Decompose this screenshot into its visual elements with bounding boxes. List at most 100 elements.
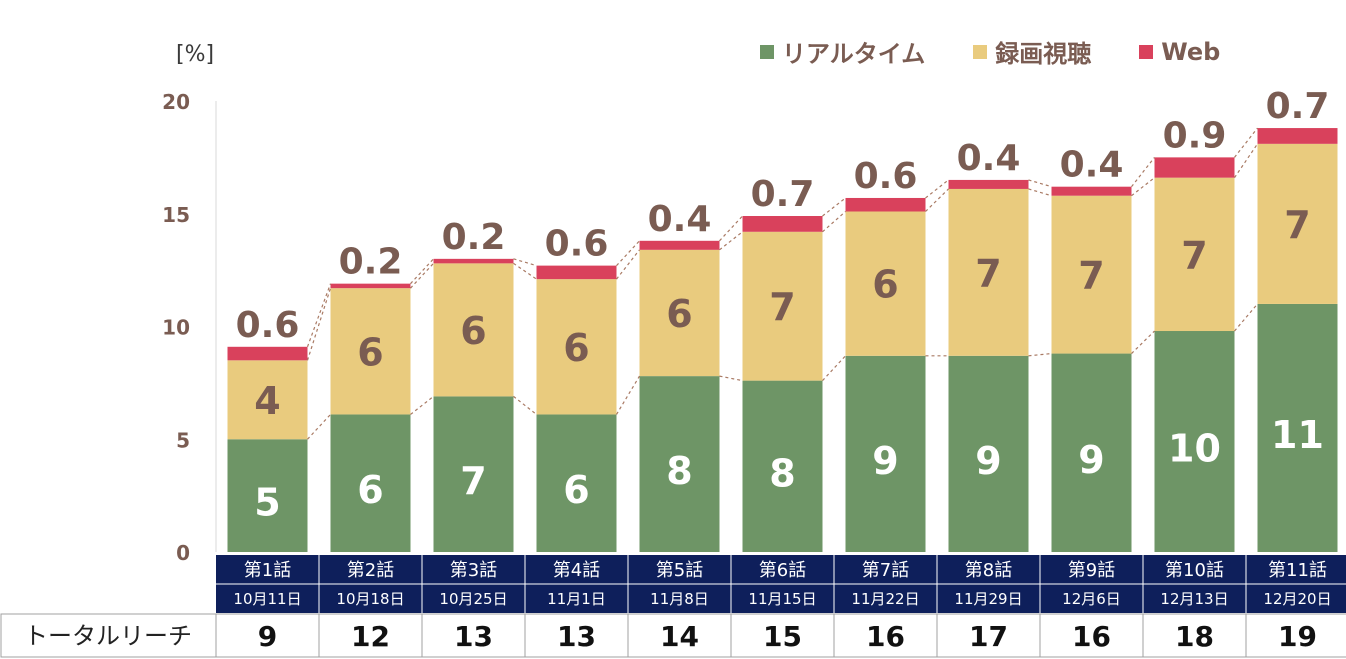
data-label-recorded: 6 [563, 326, 589, 370]
data-label-recorded: 7 [1284, 203, 1310, 247]
bar-segment-1 [1154, 177, 1235, 332]
bar-segment-2 [1154, 157, 1235, 178]
series-connector-line [1028, 352, 1052, 357]
air-date-label: 12月20日 [1263, 590, 1331, 608]
data-label-realtime: 6 [357, 468, 383, 512]
total-reach-value: 19 [1278, 620, 1317, 653]
legend-swatch-web [1139, 44, 1154, 59]
bar-segment-2 [1257, 128, 1338, 144]
series-connector-line [307, 414, 331, 440]
data-label-realtime: 9 [975, 439, 1001, 483]
total-reach-value: 13 [557, 620, 596, 653]
bar-segment-1 [948, 188, 1029, 356]
data-label-recorded: 7 [769, 285, 795, 329]
episode-label: 第2話 [347, 560, 394, 581]
y-tick-label: 0 [176, 541, 190, 565]
series-connector-line [513, 262, 537, 280]
y-tick-label: 5 [176, 428, 190, 452]
episode-label: 第5話 [656, 560, 703, 581]
bar-segment-1 [1257, 143, 1338, 304]
data-label-realtime: 9 [872, 439, 898, 483]
bar-segment-2 [330, 283, 411, 289]
bar-segment-0 [948, 355, 1029, 552]
bar-segment-1 [330, 288, 411, 415]
legend-label-realtime: リアルタイム [782, 40, 926, 68]
bar-segment-2 [948, 179, 1029, 189]
data-label-realtime: 5 [254, 481, 280, 525]
series-connector-line [1234, 127, 1258, 158]
data-label-recorded: 6 [460, 309, 486, 353]
y-tick-label: 15 [162, 203, 190, 227]
bar-segment-2 [536, 265, 617, 280]
episode-label: 第4話 [553, 560, 600, 581]
data-label-recorded: 4 [254, 379, 280, 423]
bar-segment-0 [845, 355, 926, 552]
bar-segment-1 [1051, 195, 1132, 354]
series-connector-line [306, 283, 332, 348]
bar-segment-1 [433, 263, 514, 397]
bar-segment-1 [639, 249, 720, 377]
air-date-label: 10月11日 [233, 590, 301, 608]
data-label-web: 0.2 [339, 242, 403, 283]
y-axis-unit-label: [%] [176, 42, 215, 67]
data-label-recorded: 6 [666, 292, 692, 336]
data-label-web: 0.6 [236, 305, 300, 346]
bar-segment-2 [1051, 186, 1132, 196]
total-reach-value: 18 [1175, 620, 1214, 653]
bar-segment-0 [536, 414, 617, 552]
series-connector-line [513, 395, 537, 415]
bar-segment-0 [1154, 331, 1235, 552]
data-label-realtime: 8 [769, 451, 795, 495]
series-connector-line [513, 258, 537, 267]
series-connector-line [822, 211, 846, 233]
totals-row-frame [0, 613, 1346, 658]
episode-label: 第11話 [1268, 560, 1327, 581]
data-label-web: 0.7 [1266, 86, 1330, 127]
series-connector-line [1234, 143, 1258, 179]
series-connector-line [1234, 303, 1258, 332]
air-date-label: 12月6日 [1062, 590, 1121, 608]
legend-label-recorded: 録画視聴 [995, 40, 1092, 68]
data-label-web: 0.4 [648, 199, 712, 240]
data-label-realtime: 7 [460, 459, 486, 503]
series-connector-line [306, 287, 332, 361]
series-connector-line [615, 375, 641, 415]
y-tick-label: 20 [162, 90, 190, 114]
air-date-label: 10月25日 [439, 590, 507, 608]
air-date-label: 11月29日 [954, 590, 1022, 608]
series-connector-line [822, 355, 846, 382]
total-reach-value: 12 [351, 620, 390, 653]
bar-segment-0 [639, 376, 720, 552]
data-label-realtime: 8 [666, 449, 692, 493]
data-label-web: 0.4 [1060, 145, 1124, 186]
data-label-realtime: 10 [1168, 427, 1221, 471]
legend-item-web: Web [1139, 34, 1220, 69]
total-reach-value: 9 [258, 620, 277, 653]
data-label-web: 0.2 [442, 217, 506, 258]
air-date-label: 12月13日 [1160, 590, 1228, 608]
air-date-label: 10月18日 [336, 590, 404, 608]
data-label-recorded: 6 [872, 263, 898, 307]
data-label-recorded: 7 [975, 251, 1001, 295]
total-reach-value: 16 [1072, 620, 1111, 653]
data-label-realtime: 6 [563, 468, 589, 512]
legend-label-web: Web [1161, 37, 1221, 66]
series-connector-line [822, 197, 846, 217]
data-label-recorded: 7 [1078, 254, 1104, 298]
legend-item-realtime: リアルタイム [760, 34, 925, 69]
data-label-recorded: 7 [1181, 233, 1207, 277]
legend-item-recorded: 録画視聴 [973, 34, 1091, 69]
series-connector-line [616, 249, 640, 280]
episode-label: 第1話 [244, 560, 291, 581]
legend-swatch-recorded [973, 44, 988, 59]
series-connector-line [410, 262, 434, 289]
episode-label: 第6話 [759, 560, 806, 581]
series-connector-line [925, 188, 949, 212]
legend-swatch-realtime [760, 44, 774, 59]
air-date-label: 11月22日 [851, 590, 919, 608]
series-connector-line [719, 215, 743, 242]
bar-segment-2 [742, 216, 823, 232]
bar-segment-2 [433, 258, 514, 264]
series-connector-line [719, 375, 743, 382]
